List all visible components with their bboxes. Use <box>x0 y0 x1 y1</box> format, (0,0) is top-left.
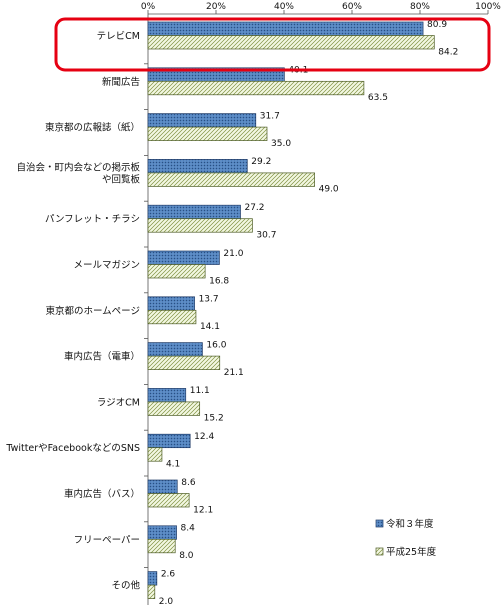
data-label: 63.5 <box>368 93 388 103</box>
data-label: 14.1 <box>200 322 220 332</box>
category-label: その他 <box>111 580 140 592</box>
data-label: 21.0 <box>223 249 243 259</box>
data-label: 8.4 <box>181 524 196 534</box>
bar-heisei25 <box>147 493 190 508</box>
bar-heisei25 <box>147 218 253 233</box>
data-label: 27.2 <box>244 203 264 213</box>
category-label: 新聞広告 <box>102 76 140 88</box>
data-label: 29.2 <box>251 157 271 167</box>
data-label: 15.2 <box>204 414 224 424</box>
bar-heisei25 <box>147 538 176 554</box>
bars-group <box>147 21 435 599</box>
bar-heisei25 <box>147 35 435 50</box>
category-label: パンフレット・チラシ <box>45 214 140 225</box>
bar-reiwa3 <box>147 525 177 540</box>
bar-reiwa3 <box>147 479 178 494</box>
data-label: 12.4 <box>194 432 214 442</box>
category-label: TwitterやFacebookなどのSNS <box>5 443 140 454</box>
data-label: 30.7 <box>256 230 276 240</box>
bar-reiwa3 <box>147 204 241 220</box>
x-tick-label: 100% <box>475 2 501 12</box>
category-label: テレビCM <box>97 31 140 42</box>
category-label: 東京都の広報誌（紙） <box>45 122 140 134</box>
bar-reiwa3 <box>147 21 424 36</box>
x-tick-label: 80% <box>410 2 430 12</box>
data-label: 35.0 <box>271 139 291 149</box>
category-label: 自治会・町内会などの掲示板や回覧板 <box>16 161 140 185</box>
bar-reiwa3 <box>147 159 248 174</box>
data-label: 2.0 <box>159 597 174 607</box>
legend-swatch-reiwa3 <box>375 519 384 528</box>
category-label: メールマガジン <box>73 260 140 271</box>
data-label: 49.0 <box>319 185 339 195</box>
data-label: 8.6 <box>181 478 196 488</box>
bar-heisei25 <box>147 447 163 462</box>
highlight-box <box>54 17 491 72</box>
legend-label-reiwa3: 令和３年度 <box>386 518 434 530</box>
legend-label-heisei25: 平成25年度 <box>386 546 437 558</box>
x-tick-label: 20% <box>206 2 226 12</box>
bar-reiwa3 <box>147 296 195 311</box>
x-tick-label: 0% <box>141 2 156 12</box>
bar-heisei25 <box>147 126 268 141</box>
category-label: フリーペーパー <box>74 535 140 546</box>
category-label: 車内広告（電車） <box>64 351 140 363</box>
data-label: 80.9 <box>427 20 447 30</box>
bar-heisei25 <box>147 80 365 96</box>
bar-reiwa3 <box>147 571 158 586</box>
data-label: 84.2 <box>438 47 458 57</box>
bar-heisei25 <box>147 355 221 370</box>
bar-heisei25 <box>147 401 201 416</box>
data-label: 21.1 <box>224 368 244 378</box>
bar-reiwa3 <box>147 113 257 128</box>
bar-heisei25 <box>147 264 206 279</box>
bar-reiwa3 <box>147 250 220 265</box>
data-label: 12.1 <box>193 505 213 515</box>
data-label: 2.6 <box>161 569 176 579</box>
x-tick-label: 40% <box>274 2 294 12</box>
category-label: 東京都のホームページ <box>45 305 140 317</box>
bar-reiwa3 <box>147 388 187 403</box>
bar-heisei25 <box>147 172 315 187</box>
bar-heisei25 <box>147 584 156 599</box>
labels-group: テレビCM80.984.2新聞広告40.163.5東京都の広報誌（紙）31.73… <box>5 20 458 607</box>
category-label: 車内広告（バス） <box>64 488 140 500</box>
data-label: 4.1 <box>166 459 180 469</box>
bar-heisei25 <box>147 309 197 325</box>
category-label: ラジオCM <box>97 397 140 408</box>
x-tick-label: 60% <box>342 2 362 12</box>
data-label: 8.0 <box>179 551 194 561</box>
bar-reiwa3 <box>147 342 203 357</box>
data-label: 13.7 <box>199 295 219 305</box>
bar-reiwa3 <box>147 433 191 449</box>
legend-swatch-heisei25 <box>375 547 384 556</box>
data-label: 16.0 <box>206 340 226 350</box>
data-label: 11.1 <box>190 386 210 396</box>
data-label: 16.8 <box>209 276 229 286</box>
data-label: 31.7 <box>260 111 280 121</box>
